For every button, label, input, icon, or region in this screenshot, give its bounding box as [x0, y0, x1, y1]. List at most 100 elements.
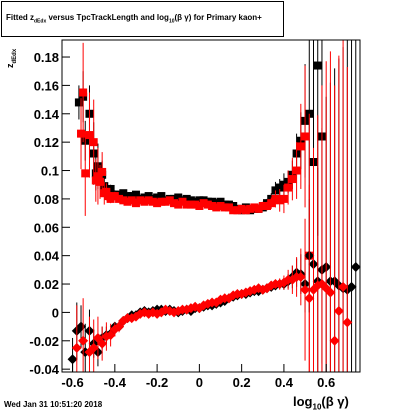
data-point — [216, 202, 225, 210]
data-point — [333, 305, 344, 316]
data-point — [203, 200, 212, 209]
data-point — [174, 193, 183, 202]
data-point — [131, 199, 140, 208]
data-point — [144, 192, 153, 201]
data-point — [98, 167, 107, 176]
x-tick-label: -0.4 — [104, 375, 127, 390]
data-point — [110, 192, 119, 201]
data-point — [313, 61, 322, 70]
data-point — [342, 317, 353, 328]
chart-title-box: Fitted zdEdx versus TpcTrackLength and l… — [1, 1, 284, 37]
data-point — [127, 196, 136, 205]
data-point — [131, 190, 140, 199]
data-point — [208, 202, 217, 210]
chart-axes: -0.04 -0.02 0 0.02 0.04 0.06 0.08 0.1 0.12 0.14 0.… — [29, 50, 335, 390]
data-point — [148, 197, 157, 206]
data-point — [102, 187, 111, 196]
data-point — [346, 281, 357, 292]
y-tick-label: 0.18 — [34, 50, 59, 65]
data-point — [71, 342, 82, 353]
data-point — [81, 169, 90, 178]
data-point — [216, 197, 225, 206]
data-point — [89, 138, 98, 147]
y-tick-label: 0.06 — [34, 220, 59, 235]
data-point — [295, 271, 306, 282]
data-point — [123, 197, 132, 206]
data-point — [267, 199, 276, 208]
data-point — [296, 142, 305, 151]
data-point — [325, 287, 336, 298]
data-point — [195, 196, 204, 205]
data-point — [93, 172, 102, 181]
data-point — [186, 200, 195, 209]
data-point — [250, 203, 259, 212]
y-tick-label: 0.02 — [34, 277, 59, 292]
data-point — [271, 194, 280, 203]
y-tick-label: 0.16 — [34, 78, 59, 93]
y-tick-label: -0.04 — [29, 362, 59, 377]
data-point — [258, 202, 267, 210]
data-point — [123, 192, 132, 201]
data-point — [67, 354, 78, 365]
data-point — [246, 204, 255, 213]
data-point — [144, 196, 153, 205]
data-point — [263, 202, 272, 210]
data-point — [182, 200, 191, 209]
data-point — [115, 194, 124, 203]
data-point — [174, 200, 183, 209]
data-point — [161, 197, 170, 206]
y-tick-label: 0.04 — [34, 249, 60, 264]
data-point — [241, 206, 250, 215]
data-point — [329, 335, 340, 346]
data-point — [182, 194, 191, 203]
data-point — [97, 338, 108, 349]
data-point — [350, 262, 361, 273]
data-point — [77, 129, 86, 138]
data-point — [91, 176, 100, 185]
data-point — [292, 166, 301, 175]
timestamp-footer: Wed Jan 31 10:51:20 2018 — [4, 400, 103, 409]
data-point — [254, 204, 263, 213]
data-point — [79, 88, 88, 97]
data-point — [115, 190, 124, 199]
data-point — [288, 175, 297, 184]
data-point — [195, 202, 204, 210]
data-point — [88, 342, 99, 353]
x-tick-label: 0 — [196, 375, 203, 390]
y-tick-label: -0.02 — [29, 334, 59, 349]
data-point — [106, 194, 115, 203]
data-point — [140, 197, 149, 206]
data-point — [186, 196, 195, 205]
x-tick-label: 0.6 — [317, 375, 335, 390]
data-point — [157, 192, 166, 201]
y-tick-label: 0 — [52, 305, 59, 320]
y-axis-title: zdEdx — [5, 48, 18, 68]
data-point — [301, 132, 310, 141]
data-point — [220, 203, 229, 212]
data-point — [170, 194, 179, 203]
x-tick-label: 0.4 — [275, 375, 294, 390]
data-point — [119, 189, 128, 198]
y-tick-label: 0.12 — [34, 135, 59, 150]
data-point — [199, 199, 208, 208]
series-1 — [77, 42, 314, 372]
data-point — [157, 197, 166, 206]
data-point — [237, 204, 246, 213]
data-point — [212, 199, 221, 208]
data-point — [85, 131, 94, 140]
data-point — [170, 199, 179, 208]
data-point — [212, 203, 221, 212]
y-tick-label: 0.08 — [34, 192, 59, 207]
data-point — [338, 281, 349, 292]
chart-title: Fitted zdEdx versus TpcTrackLength and l… — [6, 13, 262, 25]
data-point — [300, 284, 311, 295]
data-point — [96, 177, 105, 186]
data-point — [279, 194, 288, 203]
data-point — [153, 193, 162, 202]
data-point — [140, 193, 149, 202]
x-tick-label: 0.2 — [233, 375, 251, 390]
data-point — [74, 98, 83, 107]
data-point — [208, 197, 217, 206]
plot-frame — [61, 39, 361, 373]
